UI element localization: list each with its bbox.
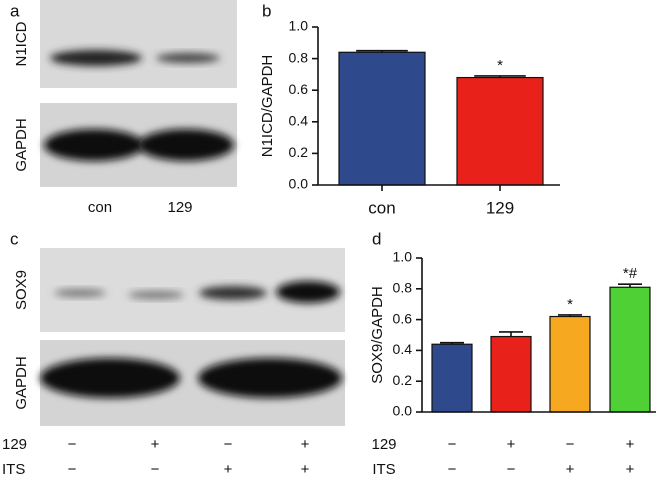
y-tick-label: 0.4	[393, 341, 413, 357]
blot-band	[156, 53, 220, 63]
sign: −	[507, 461, 516, 478]
blot-band	[44, 129, 144, 161]
y-tick-label: 0.2	[393, 372, 413, 388]
y-tick-label: 0.2	[289, 144, 309, 160]
sign: +	[626, 436, 635, 453]
blot-band	[199, 286, 267, 300]
band-label: N1ICD	[13, 21, 30, 66]
row-label: 129	[2, 436, 27, 453]
row-label: ITS	[2, 461, 25, 478]
bar	[609, 286, 651, 413]
band-label: SOX9	[13, 270, 30, 310]
y-tick-label: 0.8	[289, 49, 309, 65]
panel-label: b	[262, 1, 271, 20]
sign: −	[566, 436, 575, 453]
sign: +	[301, 461, 310, 478]
y-tick-label: 0.6	[393, 310, 413, 326]
y-axis-label: N1ICD/GAPDH	[259, 55, 276, 158]
y-tick-label: 0.0	[393, 403, 413, 419]
band-label: GAPDH	[13, 356, 30, 409]
y-tick-label: 0.4	[289, 113, 309, 129]
bar	[456, 76, 544, 186]
panel-label: c	[10, 229, 19, 248]
y-axis-label: SOX9/GAPDH	[369, 286, 386, 384]
sign: −	[68, 436, 77, 453]
y-tick-label: 0.0	[289, 176, 309, 192]
blot-band	[128, 291, 184, 299]
bar	[549, 315, 591, 413]
sign: −	[68, 461, 77, 478]
sign: +	[626, 461, 635, 478]
row-label: ITS	[372, 461, 395, 478]
blot-band	[276, 281, 340, 303]
lane-label: 129	[167, 199, 192, 216]
lane-label: con	[88, 199, 112, 216]
panel-label: d	[372, 229, 381, 248]
blot-band	[40, 358, 180, 398]
annotation: *	[497, 57, 503, 74]
x-tick-label: 129	[486, 198, 514, 217]
blot-band	[198, 358, 342, 398]
sign: +	[301, 436, 310, 453]
x-tick-label: con	[368, 198, 395, 217]
blot-band	[138, 129, 234, 161]
y-tick-label: 1.0	[393, 249, 413, 265]
y-tick-label: 1.0	[289, 18, 309, 34]
blot-band	[50, 50, 142, 66]
sign: +	[507, 436, 516, 453]
annotation: *	[567, 296, 573, 313]
bar	[338, 51, 426, 186]
blot-image	[40, 0, 237, 88]
sign: +	[224, 461, 233, 478]
bar	[490, 335, 532, 413]
y-tick-label: 0.6	[289, 81, 309, 97]
y-tick-label: 0.8	[393, 280, 413, 296]
band-label: GAPDH	[13, 118, 30, 171]
sign: −	[448, 436, 457, 453]
row-label: 129	[371, 436, 396, 453]
sign: −	[151, 461, 160, 478]
sign: −	[448, 461, 457, 478]
bar	[431, 343, 473, 413]
sign: +	[151, 436, 160, 453]
sign: +	[566, 461, 575, 478]
panel-label: a	[10, 1, 20, 20]
annotation: *#	[623, 265, 638, 282]
blot-band	[54, 289, 106, 297]
sign: −	[224, 436, 233, 453]
